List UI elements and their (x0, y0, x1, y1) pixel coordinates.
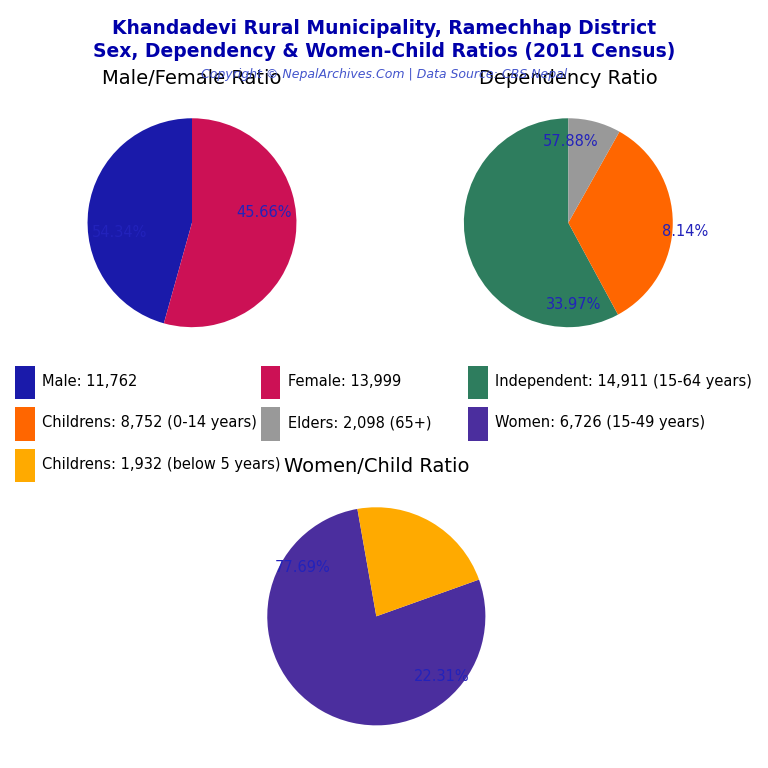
Title: Women/Child Ratio: Women/Child Ratio (283, 457, 469, 475)
Bar (261, 366, 280, 399)
Text: Elders: 2,098 (65+): Elders: 2,098 (65+) (288, 415, 432, 430)
Text: Sex, Dependency & Women-Child Ratios (2011 Census): Sex, Dependency & Women-Child Ratios (20… (93, 42, 675, 61)
Text: Male: 11,762: Male: 11,762 (42, 374, 137, 389)
Text: Copyright © NepalArchives.Com | Data Source: CBS Nepal: Copyright © NepalArchives.Com | Data Sou… (201, 68, 567, 81)
Text: Khandadevi Rural Municipality, Ramechhap District: Khandadevi Rural Municipality, Ramechhap… (112, 19, 656, 38)
Text: Women: 6,726 (15-49 years): Women: 6,726 (15-49 years) (495, 415, 706, 430)
Text: Childrens: 1,932 (below 5 years): Childrens: 1,932 (below 5 years) (42, 457, 281, 472)
Text: 45.66%: 45.66% (237, 205, 292, 220)
Wedge shape (464, 118, 618, 327)
Wedge shape (88, 118, 192, 323)
Bar (15, 449, 35, 482)
Text: 77.69%: 77.69% (274, 560, 330, 574)
Wedge shape (164, 118, 296, 327)
Wedge shape (568, 131, 673, 315)
Text: 8.14%: 8.14% (662, 223, 708, 239)
Text: Independent: 14,911 (15-64 years): Independent: 14,911 (15-64 years) (495, 374, 752, 389)
Title: Dependency Ratio: Dependency Ratio (479, 69, 657, 88)
Wedge shape (568, 118, 620, 223)
Title: Male/Female Ratio: Male/Female Ratio (102, 69, 282, 88)
Wedge shape (267, 509, 485, 725)
Text: 54.34%: 54.34% (92, 225, 147, 240)
Text: 22.31%: 22.31% (414, 669, 469, 684)
Text: 57.88%: 57.88% (543, 134, 598, 149)
Bar (468, 366, 488, 399)
Wedge shape (357, 508, 479, 616)
Bar (15, 407, 35, 441)
Text: Childrens: 8,752 (0-14 years): Childrens: 8,752 (0-14 years) (42, 415, 257, 430)
Text: Female: 13,999: Female: 13,999 (288, 374, 401, 389)
Bar (15, 366, 35, 399)
Text: 33.97%: 33.97% (546, 296, 601, 312)
Bar (261, 407, 280, 441)
Bar (468, 407, 488, 441)
